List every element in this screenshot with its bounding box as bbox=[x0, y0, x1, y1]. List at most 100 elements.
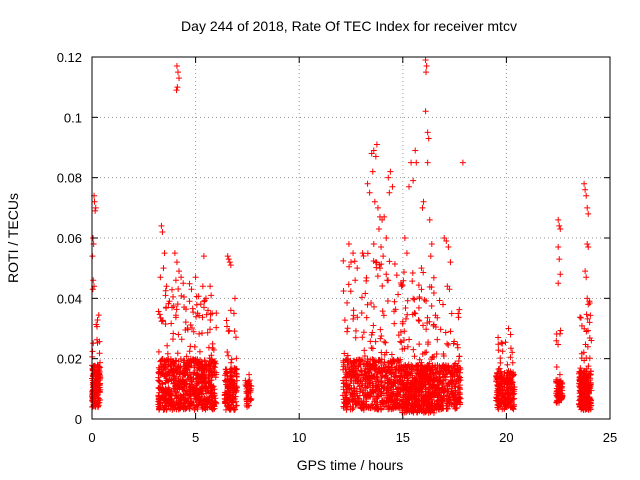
data-point bbox=[352, 277, 359, 284]
data-point bbox=[346, 366, 353, 373]
data-point bbox=[585, 399, 592, 406]
data-point bbox=[96, 364, 103, 371]
data-point bbox=[433, 405, 440, 412]
data-point bbox=[400, 269, 407, 276]
data-point bbox=[390, 383, 397, 390]
data-point bbox=[418, 286, 425, 293]
data-point bbox=[412, 310, 419, 317]
data-point bbox=[357, 378, 364, 385]
data-point bbox=[436, 369, 443, 376]
data-point bbox=[498, 382, 505, 389]
data-point bbox=[345, 373, 352, 380]
data-point bbox=[456, 353, 463, 360]
data-point bbox=[175, 392, 182, 399]
data-point bbox=[340, 363, 347, 370]
data-point bbox=[363, 314, 370, 321]
data-point bbox=[437, 377, 444, 384]
data-point bbox=[423, 349, 430, 356]
data-point bbox=[375, 358, 382, 365]
data-point bbox=[398, 363, 405, 370]
data-point bbox=[204, 329, 211, 336]
data-point bbox=[158, 222, 165, 229]
data-point bbox=[402, 315, 409, 322]
data-point bbox=[383, 349, 390, 356]
data-point bbox=[575, 370, 582, 377]
data-point bbox=[398, 339, 405, 346]
data-point bbox=[496, 401, 503, 408]
data-point bbox=[206, 400, 213, 407]
data-point bbox=[424, 320, 431, 327]
data-point bbox=[581, 180, 588, 187]
data-point bbox=[370, 241, 377, 248]
data-point bbox=[159, 228, 166, 235]
data-point bbox=[430, 289, 437, 296]
data-point bbox=[195, 390, 202, 397]
data-point bbox=[384, 277, 391, 284]
data-point bbox=[164, 350, 171, 357]
data-point bbox=[424, 129, 431, 136]
data-point bbox=[416, 318, 423, 325]
data-point bbox=[95, 370, 102, 377]
data-point bbox=[233, 355, 240, 362]
data-point bbox=[209, 384, 216, 391]
data-point bbox=[226, 369, 233, 376]
data-point bbox=[370, 322, 377, 329]
data-point bbox=[372, 388, 379, 395]
data-point bbox=[351, 375, 358, 382]
data-point bbox=[202, 378, 209, 385]
data-point bbox=[409, 269, 416, 276]
data-point bbox=[170, 376, 177, 383]
data-point bbox=[583, 192, 590, 199]
data-point bbox=[171, 385, 178, 392]
data-point bbox=[582, 341, 589, 348]
data-point bbox=[435, 392, 442, 399]
data-point bbox=[193, 293, 200, 300]
data-point bbox=[180, 294, 187, 301]
data-point bbox=[507, 384, 514, 391]
data-point bbox=[397, 328, 404, 335]
data-point bbox=[170, 359, 177, 366]
data-point bbox=[187, 343, 194, 350]
data-point bbox=[164, 401, 171, 408]
data-point bbox=[421, 296, 428, 303]
data-point bbox=[186, 280, 193, 287]
data-point bbox=[205, 397, 212, 404]
data-point bbox=[505, 325, 512, 332]
data-point bbox=[404, 343, 411, 350]
data-point bbox=[386, 258, 393, 265]
data-point bbox=[585, 327, 592, 334]
data-point bbox=[410, 346, 417, 353]
data-point bbox=[415, 304, 422, 311]
data-point bbox=[447, 259, 454, 266]
data-point bbox=[420, 405, 427, 412]
data-point bbox=[344, 325, 351, 332]
data-point bbox=[411, 353, 418, 360]
data-point bbox=[227, 396, 234, 403]
data-point bbox=[585, 301, 592, 308]
data-point bbox=[207, 389, 214, 396]
data-point bbox=[370, 361, 377, 368]
data-point bbox=[418, 265, 425, 272]
data-point bbox=[584, 204, 591, 211]
data-point bbox=[169, 286, 176, 293]
data-point bbox=[195, 397, 202, 404]
y-axis-label: ROTI / TECUs bbox=[5, 193, 21, 283]
data-point bbox=[408, 396, 415, 403]
data-point bbox=[401, 235, 408, 241]
data-point bbox=[493, 373, 500, 380]
data-point bbox=[377, 369, 384, 376]
data-point bbox=[401, 402, 408, 409]
data-point bbox=[445, 380, 452, 387]
data-point bbox=[170, 330, 177, 337]
data-point bbox=[350, 365, 357, 372]
data-point bbox=[587, 371, 594, 378]
data-point bbox=[361, 372, 368, 379]
data-point bbox=[179, 386, 186, 393]
data-point bbox=[448, 310, 455, 317]
data-point bbox=[212, 395, 219, 402]
data-point bbox=[90, 277, 97, 284]
data-point bbox=[399, 381, 406, 388]
data-point bbox=[374, 204, 381, 211]
data-point bbox=[393, 395, 400, 402]
data-point bbox=[423, 363, 430, 370]
